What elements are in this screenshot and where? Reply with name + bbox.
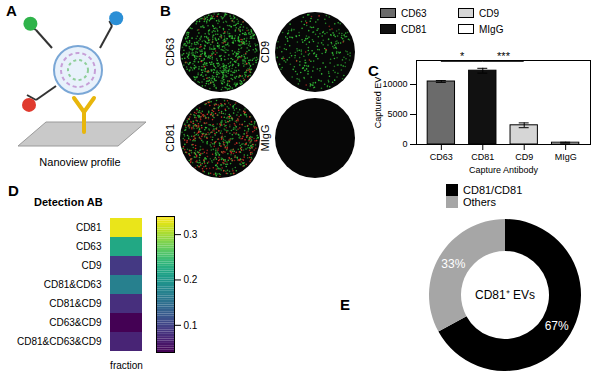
svg-text:CD81⁺ EVs: CD81⁺ EVs	[475, 288, 535, 302]
html-text:B: B	[160, 2, 171, 19]
svg-text:***: ***	[497, 50, 511, 62]
svg-text:CD81&CD63: CD81&CD63	[44, 279, 102, 290]
html-text:Detection AB: Detection AB	[34, 196, 103, 208]
html-text:CD81/CD81: CD81/CD81	[463, 184, 523, 196]
svg-text:MIgG: MIgG	[555, 152, 577, 162]
svg-text:CD63&CD9: CD63&CD9	[49, 317, 102, 328]
html-text:CD81: CD81	[401, 23, 427, 35]
html-text:CD9: CD9	[479, 7, 499, 19]
svg-text:CD81: CD81	[471, 152, 494, 162]
svg-text:0.3: 0.3	[184, 229, 198, 240]
html-text:D: D	[8, 182, 19, 199]
svg-text:*: *	[460, 50, 465, 62]
html-text:CD63: CD63	[401, 7, 427, 19]
svg-text:CD9: CD9	[515, 152, 533, 162]
svg-text:fraction: fraction	[110, 360, 143, 371]
svg-text:CD63: CD63	[76, 241, 102, 252]
svg-text:5000: 5000	[387, 109, 407, 119]
svg-text:33%: 33%	[441, 257, 465, 271]
svg-text:CD63: CD63	[164, 38, 176, 66]
svg-text:0.2: 0.2	[184, 274, 198, 285]
svg-text:0: 0	[402, 139, 407, 149]
svg-text:CD9: CD9	[259, 41, 271, 63]
svg-text:CD81: CD81	[76, 222, 102, 233]
svg-text:CD81&CD9: CD81&CD9	[49, 298, 102, 309]
svg-text:Nanoview profile: Nanoview profile	[39, 156, 120, 168]
svg-text:0.1: 0.1	[184, 320, 198, 331]
html-text:A: A	[6, 2, 17, 19]
svg-text:67%: 67%	[545, 319, 569, 333]
svg-text:CD81&CD63&CD9: CD81&CD63&CD9	[17, 336, 102, 347]
svg-text:CD9: CD9	[81, 260, 101, 271]
svg-text:Capture Antibody: Capture Antibody	[469, 165, 539, 175]
html-text:MIgG: MIgG	[479, 23, 504, 35]
html-text:C: C	[368, 62, 379, 79]
svg-text:10000: 10000	[382, 79, 407, 89]
svg-text:Captured EV: Captured EV	[373, 77, 383, 129]
svg-text:MIgG: MIgG	[259, 125, 271, 152]
svg-text:CD81: CD81	[164, 124, 176, 152]
svg-text:CD63: CD63	[430, 152, 453, 162]
html-text:Others: Others	[463, 196, 496, 208]
html-text:E: E	[340, 296, 350, 313]
